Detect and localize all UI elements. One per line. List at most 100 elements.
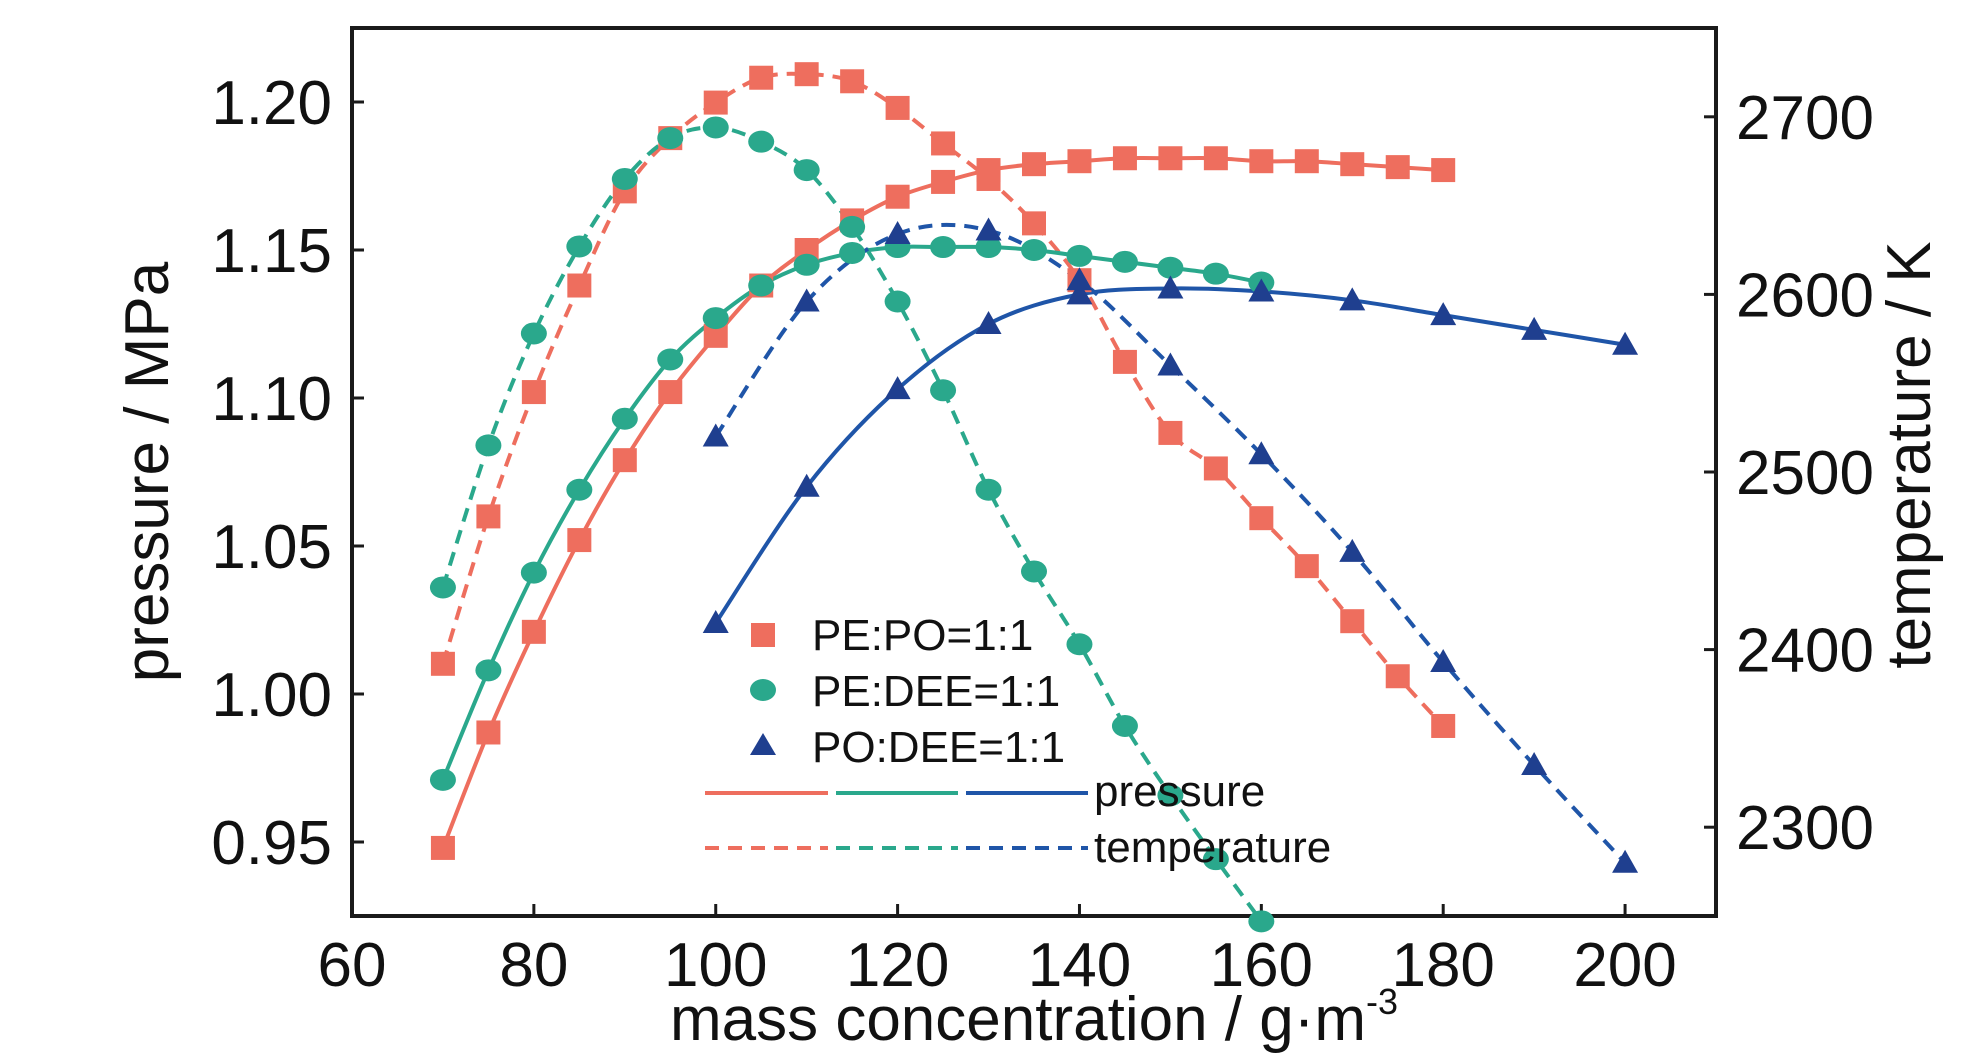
point-pe-po-1-1-temperature — [885, 95, 910, 120]
point-pe-dee-1-1-temperature — [1021, 560, 1047, 583]
point-pe-dee-1-1-temperature — [975, 478, 1002, 501]
y-right-tick-label: 2400 — [1736, 617, 1874, 686]
x-tick-label: 160 — [1210, 931, 1313, 1000]
point-po-dee-1-1-temperature — [1157, 352, 1184, 376]
point-pe-po-1-1-pressure — [1203, 146, 1228, 171]
point-pe-dee-1-1-temperature — [611, 167, 638, 190]
point-pe-po-1-1-pressure — [1249, 149, 1274, 174]
point-po-dee-1-1-temperature — [975, 217, 1002, 241]
point-po-dee-1-1-pressure — [884, 376, 911, 400]
point-pe-po-1-1-pressure — [1385, 155, 1410, 180]
point-po-dee-1-1-temperature — [1430, 649, 1457, 673]
point-pe-po-1-1-temperature — [931, 131, 956, 156]
point-pe-po-1-1-temperature — [1385, 664, 1410, 689]
y-left-tick-label: 1.05 — [211, 513, 332, 582]
legend: PE:PO=1:1 PE:DEE=1:1 PO:DEE=1:1 pressure… — [705, 611, 1331, 872]
point-pe-po-1-1-pressure — [612, 448, 637, 473]
y-left-tick-label: 1.20 — [211, 69, 332, 138]
x-axis: 60 80 100 120 140 160 180 200 — [318, 904, 1677, 1000]
point-pe-dee-1-1-temperature — [475, 434, 502, 457]
y-axis-left: 0.95 1.00 1.05 1.10 1.15 1.20 — [211, 69, 364, 878]
y-left-tick-label: 0.95 — [211, 809, 332, 878]
point-po-dee-1-1-pressure — [793, 473, 820, 497]
point-pe-dee-1-1-temperature — [566, 235, 593, 258]
point-pe-po-1-1-temperature — [521, 380, 546, 405]
point-pe-po-1-1-pressure — [1067, 149, 1092, 174]
point-pe-dee-1-1-pressure — [839, 241, 866, 264]
point-pe-dee-1-1-temperature — [1066, 633, 1093, 656]
point-pe-dee-1-1-pressure — [520, 561, 547, 584]
point-po-dee-1-1-pressure — [1339, 287, 1366, 311]
legend-marker-pe-dee — [750, 679, 776, 701]
point-pe-dee-1-1-temperature — [1202, 848, 1229, 871]
series-markers — [429, 62, 1639, 933]
point-pe-dee-1-1-pressure — [930, 236, 957, 259]
point-pe-dee-1-1-pressure — [702, 307, 729, 330]
point-pe-dee-1-1-temperature — [1248, 910, 1275, 933]
point-pe-dee-1-1-temperature — [520, 322, 547, 345]
point-po-dee-1-1-temperature — [884, 221, 911, 245]
point-pe-dee-1-1-pressure — [566, 478, 593, 501]
y-right-tick-label: 2300 — [1736, 794, 1874, 863]
point-pe-dee-1-1-temperature — [1157, 784, 1184, 807]
legend-label-po-dee: PO:DEE=1:1 — [812, 723, 1065, 772]
point-pe-dee-1-1-pressure — [1066, 244, 1093, 267]
point-po-dee-1-1-temperature — [702, 423, 729, 447]
point-pe-po-1-1-pressure — [658, 380, 683, 405]
point-pe-po-1-1-pressure — [1158, 146, 1183, 171]
x-tick-label: 80 — [499, 931, 568, 1000]
x-tick-label: 140 — [1028, 931, 1131, 1000]
x-axis-title: mass concentration / g·m-3 — [670, 981, 1398, 1054]
point-pe-po-1-1-temperature — [1249, 506, 1274, 531]
y-left-tick-label: 1.15 — [211, 217, 332, 286]
point-po-dee-1-1-temperature — [1066, 267, 1093, 291]
legend-marker-po-dee — [750, 733, 776, 755]
point-po-dee-1-1-temperature — [793, 288, 820, 312]
point-pe-po-1-1-pressure — [567, 528, 592, 553]
legend-label-pressure: pressure — [1094, 767, 1265, 816]
point-pe-dee-1-1-temperature — [930, 379, 957, 402]
point-pe-dee-1-1-pressure — [429, 768, 456, 791]
point-pe-dee-1-1-temperature — [657, 127, 684, 150]
point-pe-po-1-1-pressure — [1340, 152, 1365, 177]
point-pe-dee-1-1-temperature — [702, 116, 729, 139]
legend-label-pe-po: PE:PO=1:1 — [812, 611, 1033, 660]
y-axis-right: 2300 2400 2500 2600 2700 — [1704, 84, 1874, 863]
y-right-tick-label: 2700 — [1736, 84, 1874, 153]
point-pe-po-1-1-pressure — [1431, 158, 1456, 183]
point-po-dee-1-1-pressure — [1612, 331, 1639, 355]
point-pe-dee-1-1-pressure — [1111, 250, 1138, 273]
point-pe-po-1-1-temperature — [703, 90, 728, 115]
point-po-dee-1-1-pressure — [1430, 302, 1457, 326]
legend-label-pe-dee: PE:DEE=1:1 — [812, 667, 1060, 716]
point-po-dee-1-1-temperature — [1612, 849, 1639, 873]
point-pe-po-1-1-temperature — [1112, 349, 1137, 374]
point-pe-po-1-1-temperature — [749, 65, 774, 90]
point-pe-po-1-1-temperature — [794, 62, 819, 87]
point-pe-dee-1-1-temperature — [1111, 714, 1138, 737]
point-pe-po-1-1-pressure — [521, 619, 546, 644]
y-left-tick-label: 1.10 — [211, 365, 332, 434]
x-tick-label: 60 — [318, 931, 387, 1000]
point-pe-po-1-1-temperature — [1340, 609, 1365, 634]
point-po-dee-1-1-temperature — [1339, 538, 1366, 562]
point-po-dee-1-1-pressure — [1521, 316, 1548, 340]
point-pe-po-1-1-temperature — [1022, 211, 1046, 236]
legend-marker-pe-po — [751, 623, 775, 647]
point-pe-po-1-1-temperature — [1294, 554, 1319, 579]
point-pe-dee-1-1-pressure — [1202, 262, 1229, 285]
x-tick-label: 120 — [846, 931, 949, 1000]
point-pe-po-1-1-pressure — [931, 169, 956, 194]
y-axis-left-title: pressure / MPa — [113, 261, 182, 682]
point-pe-po-1-1-pressure — [1022, 152, 1046, 177]
y-left-tick-label: 1.00 — [211, 661, 332, 730]
point-pe-po-1-1-temperature — [840, 69, 865, 94]
point-pe-po-1-1-temperature — [430, 651, 455, 676]
y-right-tick-label: 2600 — [1736, 261, 1874, 330]
point-pe-dee-1-1-temperature — [793, 159, 820, 182]
point-pe-dee-1-1-pressure — [1157, 256, 1184, 279]
point-po-dee-1-1-temperature — [1248, 441, 1275, 465]
point-pe-po-1-1-temperature — [1203, 456, 1228, 481]
point-pe-dee-1-1-pressure — [611, 407, 638, 430]
